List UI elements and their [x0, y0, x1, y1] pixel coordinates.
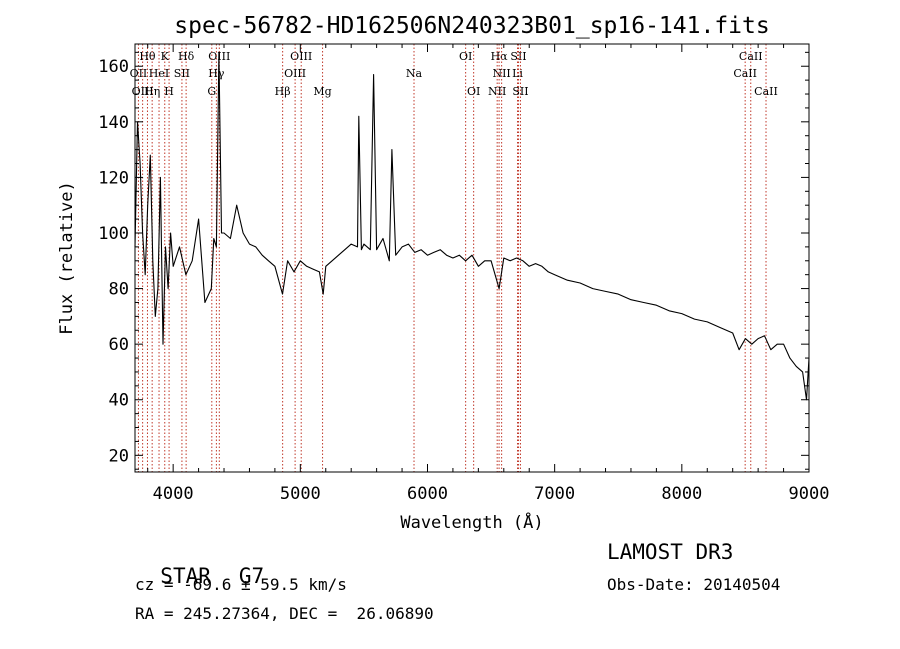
- spectral-line-label: Hβ: [275, 85, 291, 98]
- y-tick-label: 120: [98, 168, 129, 188]
- spectral-line-label: Hδ: [178, 50, 195, 63]
- spectral-line-label: Li: [512, 67, 523, 80]
- spectral-line-label: SII: [510, 50, 526, 63]
- subclass-label: G7: [238, 564, 265, 588]
- y-tick-label: 100: [98, 224, 129, 244]
- x-tick-label: 4000: [153, 484, 194, 504]
- survey-label: LAMOST DR3: [607, 540, 734, 564]
- class-label: STAR: [160, 564, 211, 588]
- x-tick-label: 5000: [280, 484, 321, 504]
- spectral-line-label: G: [207, 85, 216, 98]
- spectral-line-label: K: [161, 50, 170, 63]
- spectral-line-label: NII: [492, 67, 510, 80]
- spectral-line-label: OI: [467, 85, 480, 98]
- chart-title: spec-56782-HD162506N240323B01_sp16-141.f…: [174, 13, 769, 39]
- redshift-text: cz = -69.6 ± 59.5 km/s: [135, 575, 347, 594]
- spectral-line-label: SII: [512, 85, 528, 98]
- x-tick-label: 7000: [534, 484, 575, 504]
- spectral-line-label: OI: [459, 50, 472, 63]
- y-tick-label: 60: [109, 335, 129, 355]
- spectral-line-label: SII: [174, 67, 190, 80]
- y-tick-label: 20: [109, 446, 129, 466]
- spectral-line-label: OIII: [284, 67, 306, 80]
- x-tick-label: 9000: [789, 484, 830, 504]
- object-class: STAR G7: [135, 540, 264, 588]
- x-tick-label: 6000: [407, 484, 448, 504]
- y-tick-label: 140: [98, 113, 129, 133]
- spectral-line-label: OIII: [290, 50, 312, 63]
- spectral-line-label: Na: [406, 67, 423, 80]
- spectral-line-label: CaII: [739, 50, 763, 63]
- spectral-line-label: Hθ: [139, 50, 156, 63]
- spectral-line-label: OII: [130, 67, 148, 80]
- x-tick-label: 8000: [661, 484, 702, 504]
- spectral-line-label: Hη: [144, 85, 160, 98]
- y-tick-label: 40: [109, 391, 129, 411]
- plot-frame: [134, 43, 810, 473]
- spectral-line-label: Hα: [491, 50, 509, 63]
- x-axis-label: Wavelength (Å): [400, 511, 543, 533]
- spectral-line-label: CaII: [754, 85, 778, 98]
- spectral-line-label: Hγ: [208, 67, 225, 80]
- spectral-line-label: Mg: [313, 85, 331, 98]
- spectrum-series-line: [134, 51, 810, 401]
- spectral-line-label: H: [164, 85, 174, 98]
- spectral-line-label: OIII: [132, 85, 154, 98]
- obs-date-text: Obs-Date: 20140504: [607, 575, 781, 594]
- y-axis-label: Flux (relative): [57, 181, 77, 335]
- spectral-line-label: NII: [488, 85, 506, 98]
- spectral-line-label: CaII: [733, 67, 757, 80]
- radec-text: RA = 245.27364, DEC = 26.06890: [135, 604, 434, 623]
- spectral-line-label: HeI: [149, 67, 169, 80]
- y-tick-label: 80: [109, 280, 129, 300]
- y-tick-label: 160: [98, 57, 129, 77]
